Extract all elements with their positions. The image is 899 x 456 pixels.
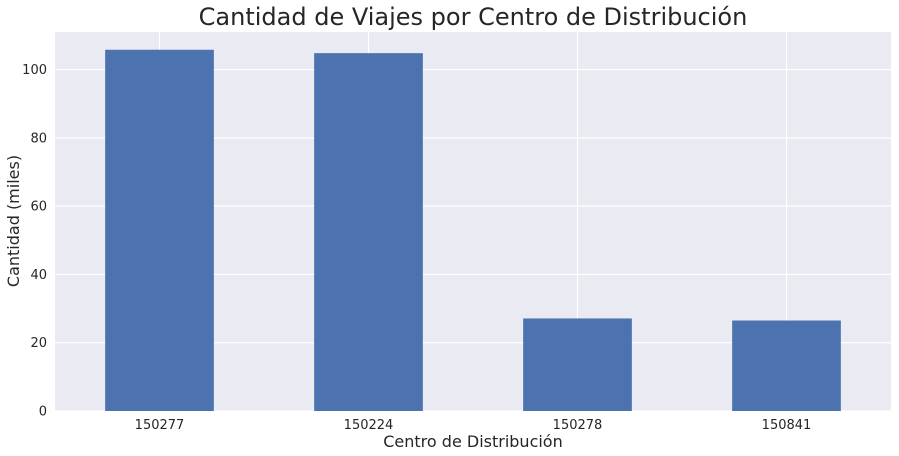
bars: [105, 49, 841, 412]
x-axis-ticks: 150277 150224 150278 150841: [135, 418, 812, 433]
bar-150224: [314, 53, 423, 411]
chart-title: Cantidad de Viajes por Centro de Distrib…: [199, 3, 748, 31]
x-tick-label: 150278: [553, 418, 603, 433]
y-tick-label: 0: [39, 405, 47, 420]
x-tick-label: 150224: [344, 418, 394, 433]
y-tick-label: 80: [30, 131, 47, 146]
x-tick-label: 150841: [762, 418, 812, 433]
y-tick-label: 100: [22, 63, 47, 78]
y-tick-label: 60: [30, 200, 47, 215]
y-axis-label: Cantidad (miles): [4, 155, 23, 287]
bar-150277: [105, 49, 214, 412]
y-tick-label: 20: [30, 336, 47, 351]
y-tick-label: 40: [30, 268, 47, 283]
bar-150841: [732, 320, 841, 411]
x-tick-label: 150277: [135, 418, 185, 433]
bar-150278: [523, 318, 632, 411]
y-axis-ticks: 0 20 40 60 80 100: [22, 63, 47, 419]
x-axis-label: Centro de Distribución: [383, 432, 562, 451]
